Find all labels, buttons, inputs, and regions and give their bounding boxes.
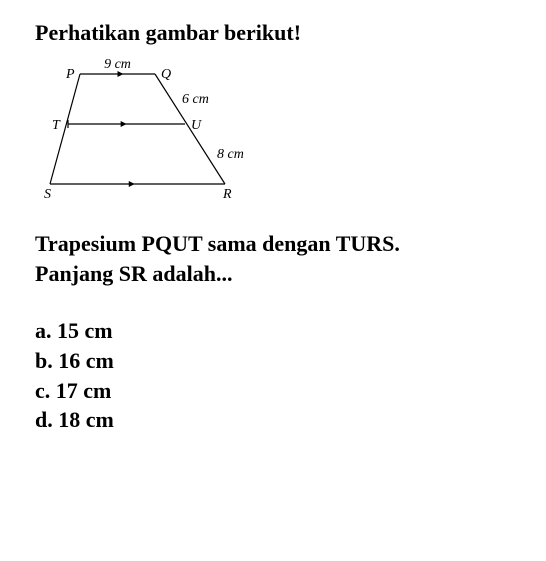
- svg-text:8 cm: 8 cm: [217, 147, 244, 162]
- option-c: c. 17 cm: [35, 376, 526, 406]
- option-a: a. 15 cm: [35, 316, 526, 346]
- question-text: Trapesium PQUT sama dengan TURS. Panjang…: [35, 229, 526, 288]
- svg-text:6 cm: 6 cm: [182, 92, 209, 107]
- question-heading: Perhatikan gambar berikut!: [35, 20, 526, 46]
- trapezium-diagram: P Q T U S R 9 cm 6 cm 8 cm: [40, 54, 526, 209]
- svg-text:T: T: [52, 118, 61, 133]
- option-d: d. 18 cm: [35, 405, 526, 435]
- svg-text:U: U: [191, 118, 202, 133]
- svg-text:S: S: [44, 187, 51, 202]
- diagram-svg: P Q T U S R 9 cm 6 cm 8 cm: [40, 54, 260, 204]
- svg-text:R: R: [222, 187, 232, 202]
- svg-text:9 cm: 9 cm: [104, 57, 131, 72]
- option-b: b. 16 cm: [35, 346, 526, 376]
- svg-text:Q: Q: [161, 67, 171, 82]
- question-line-2: Panjang SR adalah...: [35, 261, 232, 286]
- answer-options: a. 15 cm b. 16 cm c. 17 cm d. 18 cm: [35, 316, 526, 435]
- question-line-1: Trapesium PQUT sama dengan TURS.: [35, 231, 400, 256]
- svg-text:P: P: [65, 67, 75, 82]
